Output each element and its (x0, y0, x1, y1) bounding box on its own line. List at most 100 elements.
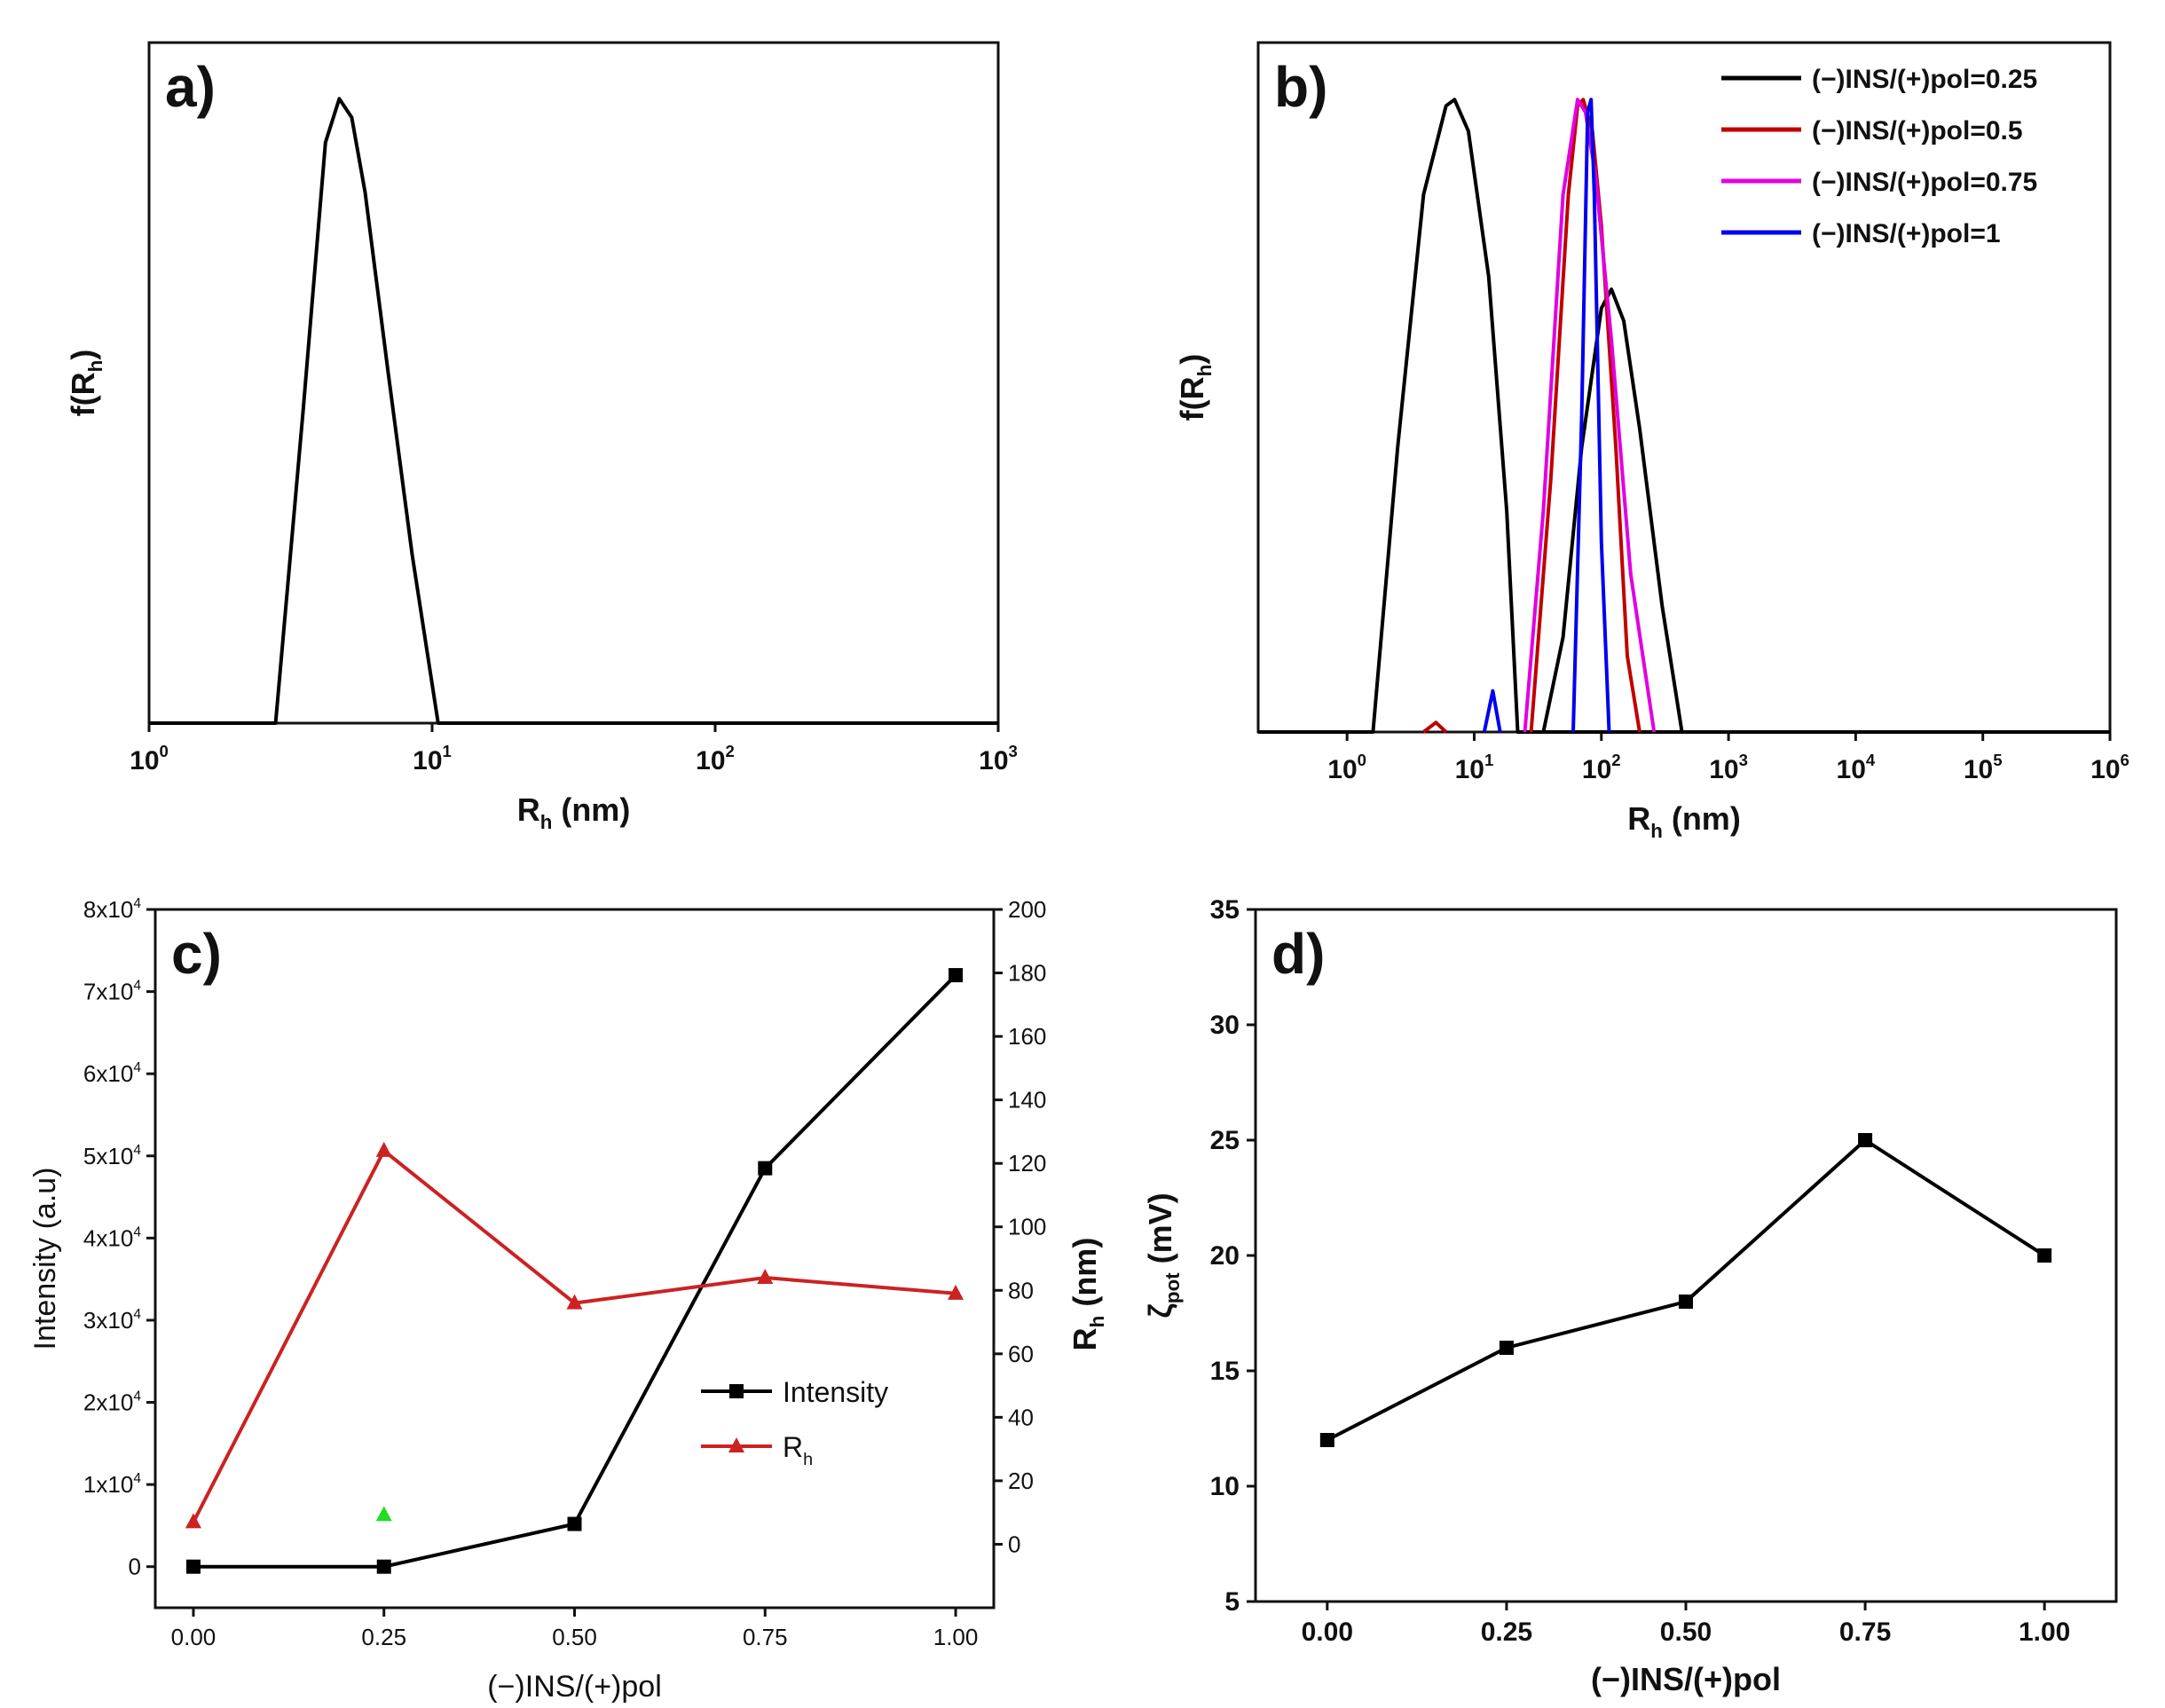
c-y-left-tick-label: 3x104 (83, 1307, 141, 1334)
c-y-left-tick-label: 0 (129, 1554, 141, 1580)
a-y-axis-label: f(Rh) (65, 350, 106, 417)
a-x-tick-label-exp: 1 (443, 742, 452, 760)
c-x-tick-label: 1.00 (933, 1624, 979, 1650)
c-y-right-tick-label: 160 (1008, 1023, 1046, 1050)
c-point-intensity (567, 1516, 582, 1531)
c-y-left-tick-lead: 4x10 (83, 1224, 133, 1251)
b-x-tick-label-base: 10 (1837, 755, 1866, 784)
c-y-left-tick-exp: 4 (133, 1060, 141, 1075)
b-x-axis-label-main: R (1627, 800, 1650, 837)
b-series-line-1 (1541, 287, 1684, 733)
b-x-axis-label-tail: (nm) (1663, 800, 1741, 837)
d-x-tick-label: 0.00 (1302, 1617, 1353, 1647)
c-point-rh (375, 1141, 392, 1157)
c-legend-marker-1 (729, 1384, 744, 1398)
a-x-tick-label-base: 10 (979, 746, 1008, 775)
c-y-right-tick-label: 180 (1008, 960, 1046, 987)
b-x-axis-label: Rh (nm) (1627, 800, 1741, 842)
c-point-intensity (376, 1559, 391, 1574)
c-point-intensity (758, 1161, 773, 1176)
b-x-tick-label-base: 10 (2090, 755, 2120, 784)
b-y-axis-label-sub: h (1193, 365, 1216, 377)
c-point-rh (948, 1284, 964, 1300)
b-panel-letter: b) (1274, 55, 1327, 119)
c-point-rh (566, 1294, 583, 1310)
a-x-axis-label-main: R (517, 791, 540, 828)
b-x-tick-label-base: 10 (1455, 755, 1484, 784)
a-x-tick-label: 100 (130, 742, 169, 775)
a-x-axis-label-sub: h (540, 811, 553, 833)
d-point (1858, 1133, 1873, 1147)
d-y-tick-label: 15 (1210, 1357, 1240, 1386)
d-y-tick-label: 5 (1224, 1587, 1240, 1617)
a-series-line-1 (149, 97, 998, 725)
b-x-tick-label-base: 10 (1582, 755, 1611, 784)
c-y-right-axis-label-sub: h (1086, 1316, 1108, 1328)
d-point (2037, 1248, 2052, 1263)
a-x-tick-label: 101 (413, 742, 452, 775)
b-x-tick-label-exp: 4 (1866, 751, 1876, 769)
c-y-left-tick-label: 5x104 (83, 1143, 141, 1169)
c-y-left-tick-label: 8x104 (83, 896, 141, 923)
c-y-left-tick-lead: 5x10 (83, 1143, 133, 1169)
b-legend-label-4: (−)INS/(+)pol=1 (1812, 219, 2001, 248)
c-y-left-tick-exp: 4 (133, 1307, 141, 1322)
panel-c: 0.00 0.25 0.50 0.75 1.0001x1042x1043x1044x10… (28, 896, 1108, 1704)
c-legend-label-2: Rh (783, 1431, 813, 1469)
d-y-axis-label-sub: pot (1161, 1272, 1184, 1303)
c-y-left-tick-exp: 4 (133, 896, 141, 911)
c-y-left-tick-label: 4x104 (83, 1224, 141, 1251)
b-x-tick-label: 103 (1709, 751, 1748, 784)
b-x-tick-label-exp: 2 (1611, 751, 1620, 769)
b-x-tick-label-exp: 6 (2121, 751, 2130, 769)
c-y-left-tick-exp: 4 (133, 1224, 141, 1240)
a-x-axis-label: Rh (nm) (517, 791, 631, 833)
a-y-axis-label-tail: ) (65, 350, 101, 360)
c-y-left-tick-exp: 4 (133, 1389, 141, 1405)
a-x-tick-label: 103 (979, 742, 1018, 775)
b-x-tick-label: 106 (2090, 751, 2130, 784)
c-x-tick-label: 0.25 (361, 1624, 406, 1650)
c-y-left-tick-label: 6x104 (83, 1060, 141, 1087)
b-y-axis-label-main: f(R (1174, 376, 1210, 421)
c-y-right-axis-label-tail: (nm) (1067, 1238, 1103, 1316)
c-y-right-tick-label: 140 (1008, 1087, 1046, 1114)
c-panel-letter: c) (171, 922, 222, 986)
a-x-tick-label-base: 10 (413, 746, 442, 775)
d-point (1319, 1433, 1334, 1447)
b-series-line-1 (1258, 98, 2110, 734)
c-point-rh (185, 1513, 201, 1529)
b-x-tick-label: 100 (1327, 751, 1366, 784)
d-y-tick-label: 35 (1210, 895, 1240, 925)
c-y-right-tick-label: 0 (1008, 1531, 1020, 1557)
d-x-tick-label: 0.25 (1481, 1617, 1532, 1647)
c-legend-marker-2 (728, 1437, 744, 1452)
b-x-tick-label-base: 10 (1709, 755, 1738, 784)
a-y-axis-label-main: f(R (65, 372, 101, 416)
d-panel-letter: d) (1271, 922, 1325, 986)
b-x-tick-label-exp: 1 (1484, 751, 1493, 769)
a-x-tick-label-exp: 0 (160, 742, 169, 760)
b-x-tick-label-base: 10 (1964, 755, 1993, 784)
d-y-tick-label: 25 (1210, 1126, 1240, 1155)
b-x-tick-label: 105 (1964, 751, 2003, 784)
c-x-tick-label: 0.00 (171, 1624, 216, 1650)
a-x-tick-label-base: 10 (130, 746, 159, 775)
c-y-left-tick-lead: 0 (129, 1554, 141, 1580)
c-annotation-marker (375, 1506, 392, 1522)
c-legend-label-1: Intensity (783, 1376, 888, 1408)
a-x-tick-label: 102 (696, 742, 735, 775)
b-x-tick-label: 101 (1455, 751, 1494, 784)
b-x-tick-label: 104 (1837, 751, 1876, 784)
b-series-line-4 (1482, 689, 1502, 733)
b-legend-label-1: (−)INS/(+)pol=0.25 (1812, 65, 2037, 94)
c-y-left-tick-lead: 6x10 (83, 1060, 133, 1087)
b-series-line-3 (1523, 98, 1657, 733)
d-x-tick-label: 0.50 (1660, 1617, 1712, 1647)
b-y-axis-label: f(Rh) (1174, 354, 1216, 421)
a-x-tick-label-exp: 2 (726, 742, 735, 760)
c-y-left-tick-label: 1x104 (83, 1471, 141, 1498)
